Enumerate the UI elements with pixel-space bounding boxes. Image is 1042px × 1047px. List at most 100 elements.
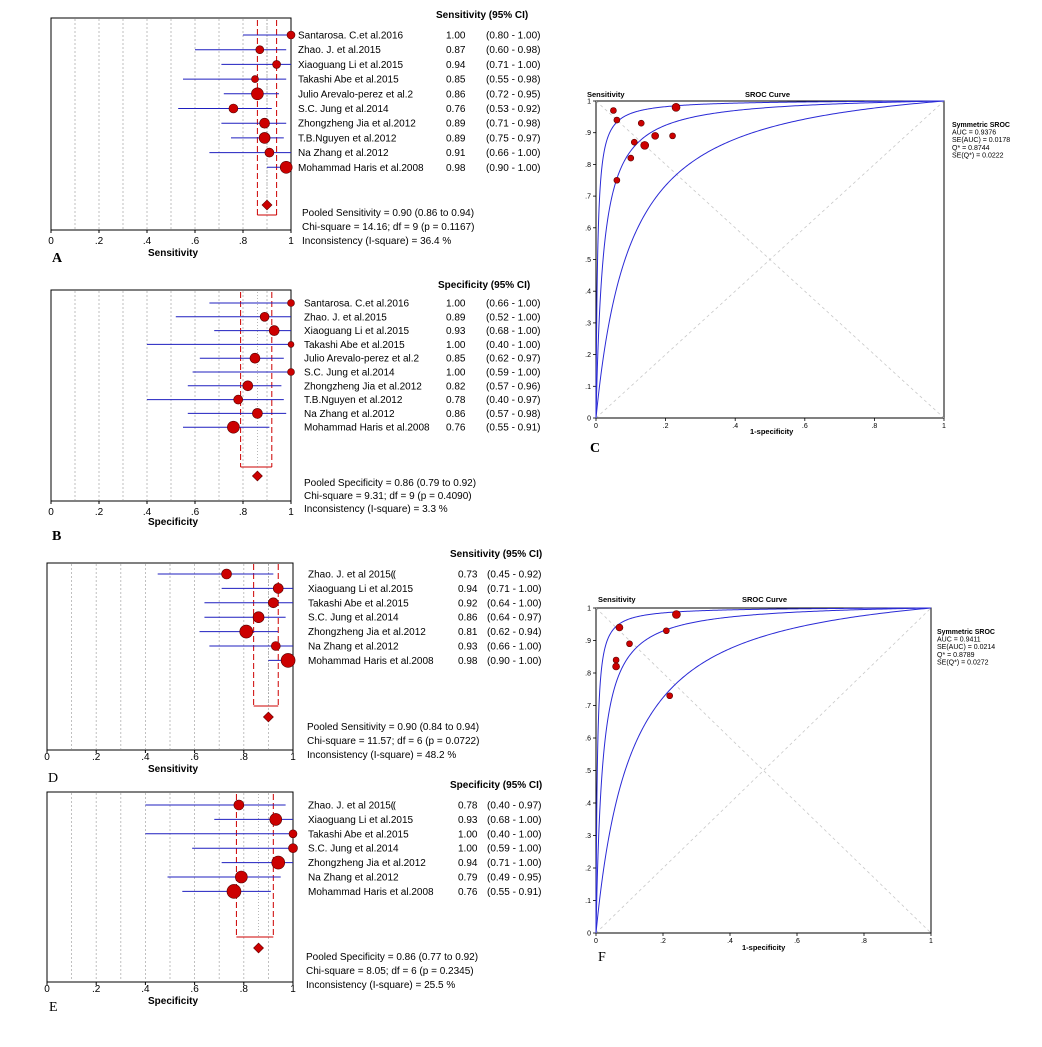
study-ci-text: (0.66 - 1.00) — [487, 642, 541, 653]
study-value: 0.91 — [446, 148, 466, 159]
sroc-legend-entry: AUC = 0.9376 — [952, 130, 996, 137]
study-point — [233, 799, 245, 811]
study-name: Xiaoguang Li et al.2015 — [304, 326, 410, 337]
study-point — [233, 394, 243, 405]
study-value: 0.89 — [446, 119, 466, 130]
study-point — [288, 843, 298, 854]
study-name: Takashi Abe et al.2015 — [308, 598, 409, 609]
sroc-ytick-label: .9 — [585, 638, 591, 645]
sroc-x-axis-label: 1-specificity — [742, 943, 786, 952]
sroc-xtick-label: .2 — [660, 938, 666, 945]
study-ci-text: (0.75 - 0.97) — [486, 133, 540, 144]
sroc-ytick-label: .9 — [585, 130, 591, 137]
study-point — [268, 597, 279, 609]
sroc-ytick-label: .5 — [585, 768, 591, 775]
forest-xtick-label: .8 — [240, 752, 249, 763]
study-value: 0.92 — [458, 598, 478, 609]
study-point — [264, 147, 275, 158]
sroc-ytick-label: .3 — [585, 833, 591, 840]
sroc-study-point — [610, 107, 617, 114]
study-value: 1.00 — [446, 340, 466, 351]
sroc-ytick-label: .6 — [585, 225, 591, 232]
study-ci-text: (0.55 - 0.91) — [487, 887, 541, 898]
study-value: 1.00 — [446, 299, 466, 310]
sroc-xtick-label: .6 — [802, 423, 808, 430]
sroc-study-point — [613, 176, 621, 184]
sroc-x-axis-label: 1-specificity — [750, 427, 794, 436]
study-point — [271, 855, 286, 870]
study-ci-text: (0.64 - 0.97) — [487, 613, 541, 624]
study-ci-text: (0.40 - 0.97) — [486, 395, 540, 406]
forest-xtick-label: .8 — [240, 984, 249, 995]
sroc-xtick-label: .6 — [794, 938, 800, 945]
study-point — [286, 30, 296, 40]
sroc-study-point — [651, 132, 659, 140]
study-value: 1.00 — [446, 31, 466, 42]
study-value: 0.78 — [458, 801, 478, 812]
forest-xtick-label: .4 — [143, 236, 152, 247]
study-point — [270, 641, 281, 651]
pooled-statistic: Pooled Sensitivity = 0.90 (0.86 to 0.94) — [302, 208, 474, 219]
sroc-study-point — [612, 656, 620, 664]
study-ci-text: (0.71 - 1.00) — [487, 858, 541, 869]
study-point — [235, 870, 248, 884]
sroc-legend-entry: SE(AUC) = 0.0178 — [952, 137, 1010, 144]
study-name: Zhao. J. et al.2015 — [304, 312, 387, 323]
study-ci-text: (0.71 - 1.00) — [487, 584, 541, 595]
study-name: S.C. Jung et al.2014 — [304, 368, 395, 379]
pooled-statistic: Chi-square = 8.05; df = 6 (p = 0.2345) — [306, 966, 474, 977]
study-name: S.C. Jung et al.2014 — [308, 613, 399, 624]
forest-xtick-label: .4 — [143, 507, 152, 518]
forest-xtick-label: .2 — [92, 984, 101, 995]
study-value: 0.98 — [446, 163, 466, 174]
study-point — [272, 583, 284, 594]
forest-xtick-label: 1 — [290, 752, 296, 763]
forest-column-header: Specificity (95% CI) — [438, 280, 530, 291]
study-ci-text: (0.52 - 1.00) — [486, 312, 540, 323]
study-value: 0.94 — [446, 60, 466, 71]
panel-label-F: F — [598, 950, 606, 965]
study-value: 0.93 — [458, 642, 478, 653]
study-value: 0.86 — [458, 613, 478, 624]
study-name: Na Zhang et al.2012 — [304, 409, 395, 420]
study-name: Takashi Abe et al.2015 — [298, 75, 399, 86]
forest-xtick-label: .2 — [95, 507, 104, 518]
study-value: 0.79 — [458, 873, 478, 884]
study-ci-text: (0.64 - 1.00) — [487, 598, 541, 609]
study-point — [227, 420, 240, 434]
sroc-ytick-label: .8 — [585, 162, 591, 169]
sroc-study-point — [671, 103, 681, 112]
study-value: 0.89 — [446, 133, 466, 144]
study-name: Mohammad Haris et al.2008 — [298, 163, 424, 174]
study-name: Zhongzheng Jia et al.2012 — [308, 627, 426, 638]
study-ci-text: (0.68 - 1.00) — [487, 815, 541, 826]
sroc-ytick-label: 0 — [587, 416, 591, 423]
study-point — [280, 653, 296, 668]
study-value: 0.85 — [446, 75, 466, 86]
sroc-study-point — [613, 116, 621, 124]
study-name: T.B.Nguyen et al.2012 — [298, 133, 397, 144]
sroc-legend-entry: AUC = 0.9411 — [937, 637, 981, 644]
forest-xtick-label: .6 — [190, 984, 199, 995]
study-value: 1.00 — [446, 368, 466, 379]
study-point — [279, 161, 293, 174]
study-point — [239, 624, 254, 639]
forest-xtick-label: 0 — [48, 507, 54, 518]
study-ci-text: (0.66 - 1.00) — [486, 299, 540, 310]
sroc-xtick-label: 0 — [594, 423, 598, 430]
study-ci-text: (0.71 - 1.00) — [486, 60, 540, 71]
sroc-xtick-label: .8 — [871, 423, 877, 430]
sroc-curve-SROC — [595, 100, 945, 418]
panel-label-E: E — [49, 1000, 58, 1015]
study-name: Zhongzheng Jia et al.2012 — [308, 858, 426, 869]
study-value: 0.94 — [458, 584, 478, 595]
study-ci-text: (0.80 - 1.00) — [486, 31, 540, 42]
pooled-estimate-diamond — [261, 199, 273, 211]
study-ci-text: (0.71 - 0.98) — [486, 119, 540, 130]
sroc-xtick-label: .4 — [732, 423, 738, 430]
study-point — [249, 352, 261, 364]
study-name: Julio Arevalo-perez et al.2 — [298, 89, 414, 100]
sroc-legend-entry: Q* = 0.8789 — [937, 652, 975, 659]
sroc-legend-title: Symmetric SROC — [952, 122, 1010, 129]
study-ci-text: (0.62 - 0.97) — [486, 354, 540, 365]
